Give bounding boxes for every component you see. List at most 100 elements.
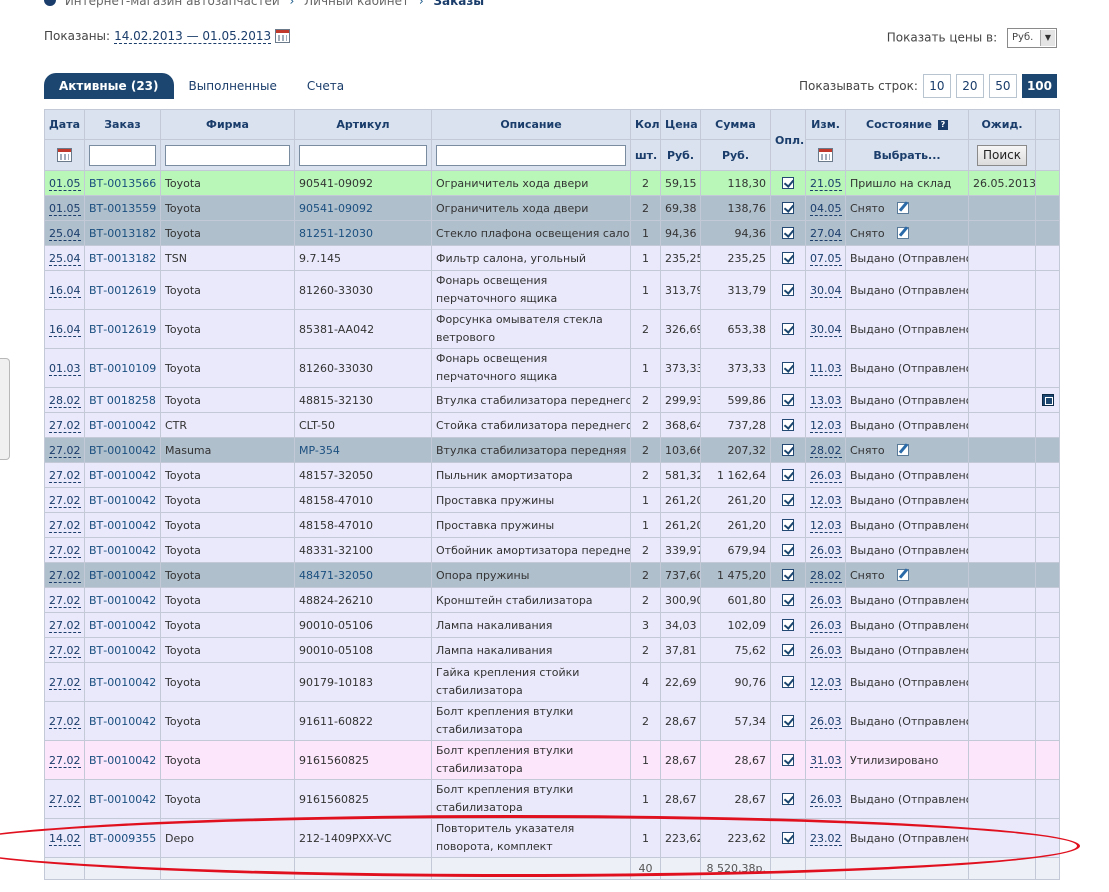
changed-link[interactable]: 30.04 xyxy=(810,283,842,298)
changed-link[interactable]: 12.03 xyxy=(810,493,842,508)
order-link[interactable]: ВТ-0010042 xyxy=(89,675,157,689)
currency-select[interactable]: Руб. ▼ xyxy=(1007,28,1057,48)
changed-link[interactable]: 23.02 xyxy=(810,831,842,846)
header-order[interactable]: Заказ xyxy=(84,109,161,140)
date-link[interactable]: 14.02 xyxy=(49,831,81,846)
order-link[interactable]: ВТ-0010042 xyxy=(89,543,157,557)
article-filter-input[interactable] xyxy=(299,144,427,166)
date-link[interactable]: 27.02 xyxy=(49,468,81,483)
date-link[interactable]: 16.04 xyxy=(49,283,81,298)
breadcrumb-item-shop[interactable]: Интернет-магазин автозапчастей xyxy=(64,0,280,8)
status-choose-link[interactable]: Выбрать... xyxy=(873,148,941,162)
checkbox-checked-icon[interactable] xyxy=(782,831,794,844)
order-link[interactable]: ВТ-0013182 xyxy=(89,251,157,265)
checkbox-checked-icon[interactable] xyxy=(782,393,794,406)
tab-active[interactable]: Активные (23) xyxy=(44,73,174,99)
breadcrumb-item-account[interactable]: Личный кабинет xyxy=(304,0,409,8)
order-link[interactable]: ВТ-0013182 xyxy=(89,226,157,240)
tab-invoices[interactable]: Счета xyxy=(306,79,345,93)
order-link[interactable]: ВТ-0010042 xyxy=(89,593,157,607)
rows-option-20[interactable]: 20 xyxy=(955,74,984,98)
order-link[interactable]: ВТ-0010109 xyxy=(89,361,157,375)
checkbox-checked-icon[interactable] xyxy=(782,226,794,239)
date-link[interactable]: 27.02 xyxy=(49,618,81,633)
date-link[interactable]: 27.02 xyxy=(49,792,81,807)
checkbox-checked-icon[interactable] xyxy=(782,618,794,631)
date-link[interactable]: 27.02 xyxy=(49,418,81,433)
checkbox-checked-icon[interactable] xyxy=(782,361,794,374)
changed-link[interactable]: 11.03 xyxy=(810,361,842,376)
header-article[interactable]: Артикул xyxy=(294,109,432,140)
changed-link[interactable]: 12.03 xyxy=(810,675,842,690)
date-link[interactable]: 01.03 xyxy=(49,361,81,376)
changed-link[interactable]: 26.03 xyxy=(810,593,842,608)
order-filter-input[interactable] xyxy=(89,144,156,166)
checkbox-checked-icon[interactable] xyxy=(782,468,794,481)
edit-icon[interactable] xyxy=(896,443,909,456)
changed-link[interactable]: 04.05 xyxy=(810,201,842,216)
calendar-icon[interactable] xyxy=(818,148,833,162)
changed-link[interactable]: 07.05 xyxy=(810,251,842,266)
rows-option-100[interactable]: 100 xyxy=(1021,74,1057,98)
side-panel-handle[interactable] xyxy=(0,358,10,460)
changed-link[interactable]: 12.03 xyxy=(810,518,842,533)
order-link[interactable]: ВТ-0010042 xyxy=(89,618,157,632)
changed-link[interactable]: 28.02 xyxy=(810,568,842,583)
checkbox-checked-icon[interactable] xyxy=(782,543,794,556)
date-link[interactable]: 27.02 xyxy=(49,643,81,658)
checkbox-checked-icon[interactable] xyxy=(782,753,794,766)
search-button[interactable]: Поиск xyxy=(977,144,1027,166)
order-link[interactable]: ВТ-0009355 xyxy=(89,831,157,845)
date-link[interactable]: 16.04 xyxy=(49,322,81,337)
changed-link[interactable]: 28.02 xyxy=(810,443,842,458)
checkbox-checked-icon[interactable] xyxy=(782,792,794,805)
edit-icon[interactable] xyxy=(896,226,909,239)
order-link[interactable]: ВТ-0010042 xyxy=(89,714,157,728)
checkbox-checked-icon[interactable] xyxy=(782,443,794,456)
changed-link[interactable]: 26.03 xyxy=(810,468,842,483)
firm-filter-input[interactable] xyxy=(165,144,290,166)
date-range-link[interactable]: 14.02.2013 — 01.05.2013 xyxy=(114,29,272,44)
help-icon[interactable]: ? xyxy=(937,120,948,130)
changed-link[interactable]: 13.03 xyxy=(810,393,842,408)
changed-link[interactable]: 26.03 xyxy=(810,792,842,807)
date-link[interactable]: 27.02 xyxy=(49,753,81,768)
date-link[interactable]: 27.02 xyxy=(49,443,81,458)
changed-link[interactable]: 12.03 xyxy=(810,418,842,433)
date-link[interactable]: 28.02 xyxy=(49,393,81,408)
order-link[interactable]: ВТ-0010042 xyxy=(89,753,157,767)
description-filter-input[interactable] xyxy=(436,144,626,166)
checkbox-checked-icon[interactable] xyxy=(782,176,794,189)
header-description[interactable]: Описание xyxy=(431,109,631,140)
date-link[interactable]: 27.02 xyxy=(49,543,81,558)
edit-icon[interactable] xyxy=(896,201,909,214)
edit-icon[interactable] xyxy=(896,568,909,581)
date-link[interactable]: 27.02 xyxy=(49,568,81,583)
order-link[interactable]: ВТ-0012619 xyxy=(89,283,157,297)
changed-link[interactable]: 26.03 xyxy=(810,643,842,658)
rows-option-10[interactable]: 10 xyxy=(922,74,951,98)
date-link[interactable]: 27.02 xyxy=(49,675,81,690)
date-link[interactable]: 27.02 xyxy=(49,714,81,729)
checkbox-checked-icon[interactable] xyxy=(782,643,794,656)
date-link[interactable]: 01.05 xyxy=(49,201,81,216)
header-changed[interactable]: Изм. xyxy=(805,109,846,140)
order-link[interactable]: ВТ-0013566 xyxy=(89,176,157,190)
home-icon[interactable] xyxy=(44,0,56,6)
order-link[interactable]: ВТ-0010042 xyxy=(89,792,157,806)
header-expected[interactable]: Ожид. xyxy=(968,109,1036,140)
order-link[interactable]: ВТ-0010042 xyxy=(89,468,157,482)
changed-link[interactable]: 26.03 xyxy=(810,618,842,633)
calendar-icon[interactable] xyxy=(275,29,291,43)
checkbox-checked-icon[interactable] xyxy=(782,714,794,727)
changed-link[interactable]: 26.03 xyxy=(810,543,842,558)
changed-link[interactable]: 31.03 xyxy=(810,753,842,768)
date-link[interactable]: 25.04 xyxy=(49,251,81,266)
checkbox-checked-icon[interactable] xyxy=(782,493,794,506)
date-link[interactable]: 25.04 xyxy=(49,226,81,241)
chevron-down-icon[interactable]: ▼ xyxy=(1040,30,1055,46)
date-link[interactable]: 27.02 xyxy=(49,493,81,508)
order-link[interactable]: ВТ-0010042 xyxy=(89,568,157,582)
date-link[interactable]: 27.02 xyxy=(49,593,81,608)
checkbox-checked-icon[interactable] xyxy=(782,518,794,531)
